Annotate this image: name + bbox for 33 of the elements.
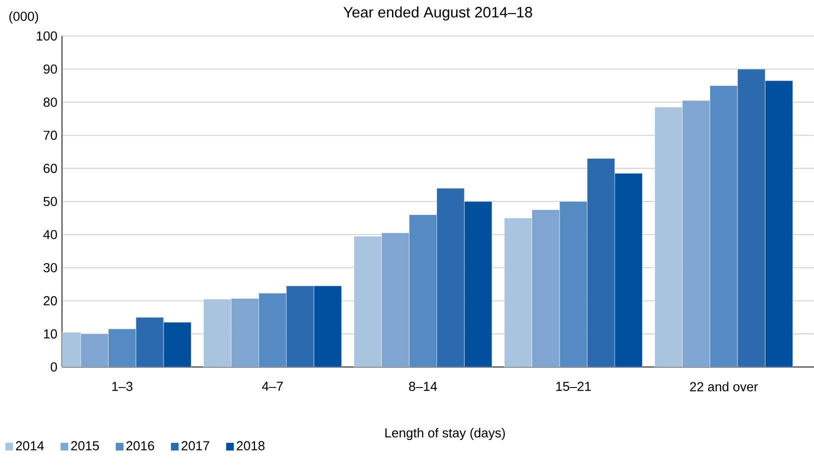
legend-label: 2016	[126, 441, 154, 450]
y-tick-label: 30	[44, 263, 57, 272]
x-axis-title: Length of stay (days)	[385, 428, 505, 440]
legend-label: 2017	[182, 441, 210, 450]
x-tick-label: 15–21	[556, 382, 591, 391]
y-tick-label: 40	[43, 230, 57, 240]
y-tick-label: 60	[44, 164, 57, 173]
bar	[231, 298, 259, 367]
y-tick-label: 0	[50, 362, 57, 372]
bar	[286, 286, 314, 367]
bar	[737, 68, 766, 367]
bar	[381, 232, 410, 367]
y-axis-title: (000)	[9, 11, 38, 24]
legend-label: 2014	[16, 441, 44, 450]
y-tick-label: 70	[44, 130, 57, 140]
bar	[587, 158, 615, 367]
y-tick-label: 20	[44, 296, 57, 306]
x-tick-label: 22 and over	[690, 382, 758, 392]
y-tick-label: 80	[44, 98, 57, 107]
bar	[136, 317, 164, 367]
y-tick-label: 10	[44, 329, 57, 338]
y-tick-label: 90	[44, 64, 57, 74]
legend-label: 2015	[71, 441, 99, 450]
x-tick-label: 1–3	[112, 382, 132, 391]
bar	[436, 188, 465, 367]
chart-title: Year ended August 2014–18	[344, 6, 532, 20]
x-tick-label: 4–7	[262, 382, 283, 391]
x-tick-label: 8–14	[409, 382, 438, 391]
bar	[682, 100, 710, 367]
y-tick-label: 50	[44, 196, 57, 206]
bar	[532, 210, 560, 367]
y-tick-label: 100	[36, 31, 57, 41]
legend-label: 2018	[236, 441, 264, 450]
